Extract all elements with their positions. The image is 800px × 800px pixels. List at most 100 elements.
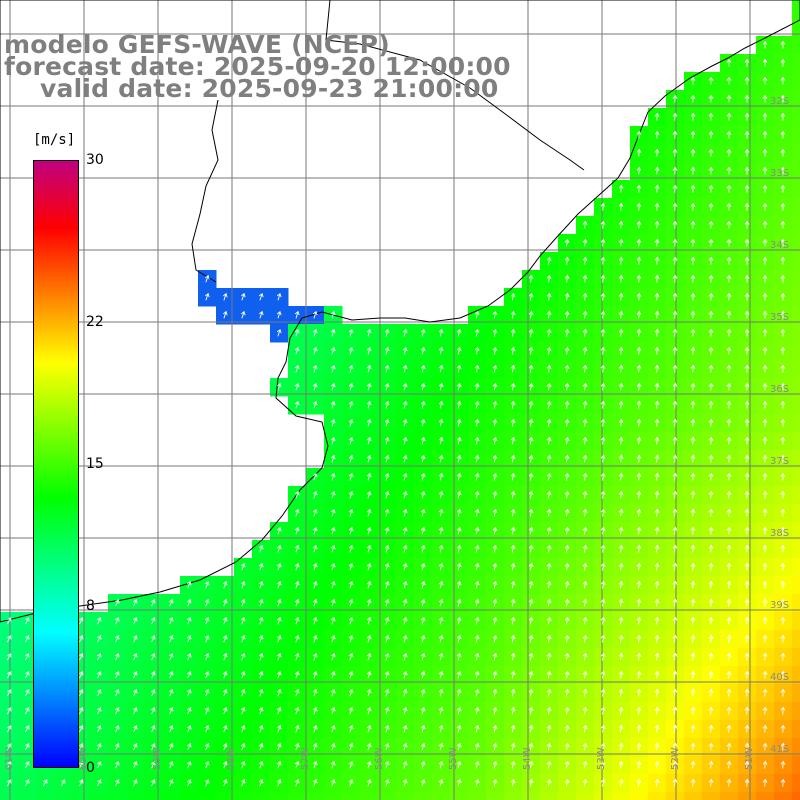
wind-arrow — [780, 580, 786, 589]
wind-arrow — [6, 617, 12, 625]
wind-arrow — [384, 400, 390, 409]
wind-arrow — [456, 508, 462, 517]
wind-cell — [792, 288, 800, 307]
wind-arrow — [366, 634, 372, 643]
lon-label: 59W — [152, 747, 163, 770]
wind-arrow — [331, 688, 336, 697]
wind-arrow — [474, 490, 480, 499]
wind-arrow — [636, 292, 642, 301]
wind-arrow — [223, 292, 228, 301]
colorbar-tick-30: 30 — [86, 152, 104, 168]
wind-arrow — [672, 328, 678, 337]
wind-arrow — [708, 760, 714, 769]
wind-arrow — [744, 94, 750, 103]
wind-arrow — [349, 778, 354, 787]
wind-arrow — [546, 472, 552, 481]
wind-arrow — [582, 724, 588, 733]
wind-arrow — [259, 760, 264, 769]
wind-arrow — [600, 616, 606, 625]
wind-arrow — [205, 707, 210, 715]
wind-arrow — [636, 130, 642, 139]
wind-arrow — [366, 382, 372, 391]
wind-arrow — [636, 526, 642, 535]
wind-arrow — [187, 761, 192, 769]
wind-arrow — [636, 742, 642, 751]
wind-cell — [738, 792, 757, 800]
wind-arrow — [528, 490, 534, 499]
wind-arrow — [744, 76, 750, 85]
wind-arrow — [205, 580, 210, 589]
wind-arrow — [133, 653, 138, 661]
wind-arrow — [708, 472, 714, 481]
wind-arrow — [402, 508, 408, 517]
wind-arrow — [492, 652, 498, 661]
wind-arrow — [654, 544, 660, 553]
wind-arrow — [366, 598, 372, 607]
wind-arrow — [348, 418, 354, 427]
wind-arrow — [672, 436, 678, 445]
wind-arrow — [744, 346, 750, 355]
wind-arrow — [780, 166, 786, 175]
wind-arrow — [708, 364, 714, 373]
wind-arrow — [744, 238, 750, 247]
wind-arrow — [223, 634, 228, 643]
wind-arrow — [366, 652, 372, 661]
wind-arrow — [402, 760, 408, 769]
wind-arrow — [672, 616, 678, 625]
wind-arrow — [313, 742, 318, 751]
wind-arrow — [259, 670, 264, 679]
wind-arrow — [744, 454, 750, 463]
wind-arrow — [276, 328, 282, 337]
wind-arrow — [744, 724, 750, 733]
wind-arrow — [762, 166, 768, 175]
wind-arrow — [366, 760, 372, 769]
wind-arrow — [528, 418, 534, 427]
wind-arrow — [636, 598, 642, 607]
wind-cell — [558, 792, 577, 800]
wind-arrow — [582, 544, 588, 553]
wind-arrow — [438, 688, 444, 697]
wind-arrow — [115, 761, 120, 769]
wind-arrow — [726, 274, 732, 283]
wind-arrow — [744, 508, 750, 517]
wind-arrow — [654, 202, 660, 211]
wind-arrow — [133, 689, 138, 697]
wind-arrow — [582, 508, 588, 517]
wind-arrow — [79, 725, 84, 733]
wind-arrow — [528, 688, 534, 697]
wind-arrow — [690, 148, 696, 157]
wind-arrow — [780, 652, 786, 661]
wind-arrow — [546, 544, 552, 553]
wind-arrow — [312, 526, 318, 535]
wind-arrow — [726, 292, 732, 301]
wind-arrow — [331, 724, 336, 733]
wind-arrow — [762, 598, 768, 607]
wind-arrow — [618, 346, 624, 355]
wind-arrow — [295, 616, 300, 625]
wind-arrow — [241, 652, 246, 661]
wind-arrow — [330, 310, 336, 319]
wind-arrow — [708, 166, 714, 175]
wind-arrow — [6, 725, 12, 733]
wind-arrow — [708, 328, 714, 337]
wind-arrow — [492, 454, 498, 463]
wind-arrow — [492, 580, 498, 589]
wind-arrow — [258, 292, 264, 301]
wind-arrow — [546, 724, 552, 733]
wind-arrow — [438, 472, 444, 481]
wind-arrow — [492, 688, 498, 697]
wind-arrow — [97, 779, 102, 787]
wind-arrow — [744, 436, 750, 445]
wind-arrow — [223, 689, 228, 697]
wind-arrow — [492, 526, 498, 535]
wind-arrow — [402, 400, 408, 409]
wind-arrow — [708, 598, 714, 607]
wind-arrow — [564, 328, 570, 337]
wind-arrow — [546, 382, 552, 391]
wind-arrow — [366, 580, 372, 589]
wind-arrow — [528, 706, 534, 715]
lat-label: 41S — [770, 744, 789, 755]
wind-arrow — [366, 544, 372, 553]
wind-arrow — [133, 707, 138, 715]
wind-arrow — [456, 580, 462, 589]
